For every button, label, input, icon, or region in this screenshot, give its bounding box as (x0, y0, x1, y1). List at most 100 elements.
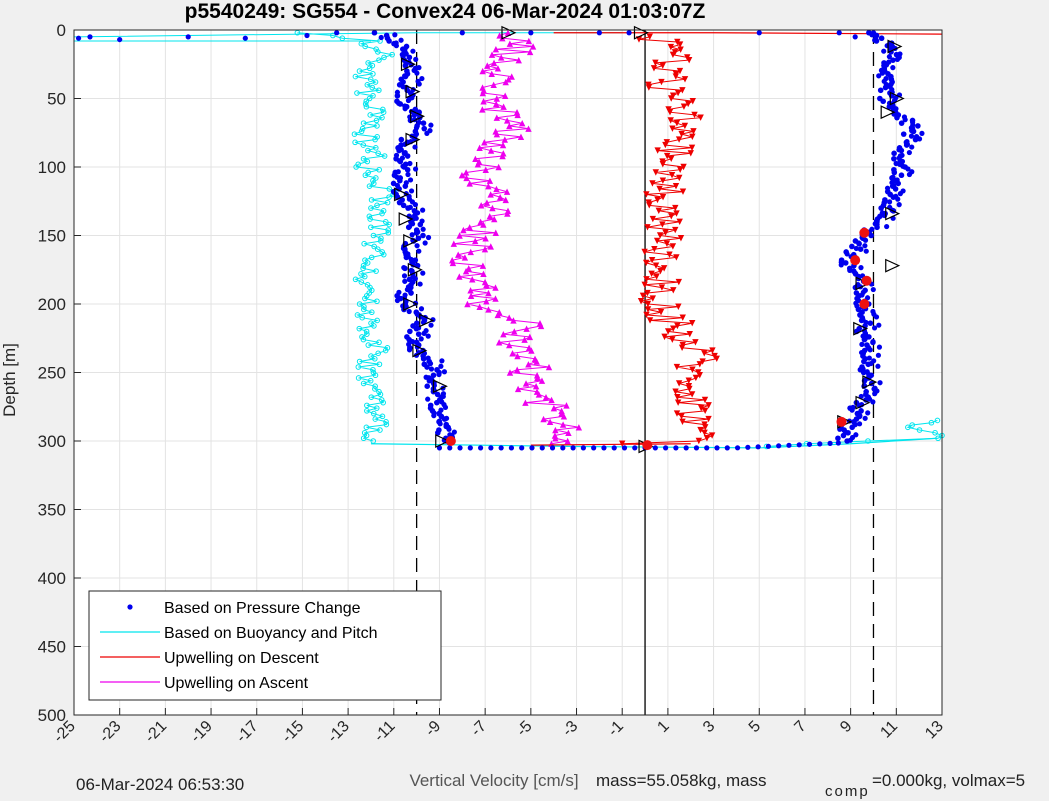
ascent-marker (523, 325, 530, 332)
buoyancy-point (363, 424, 370, 431)
pressure-point (423, 374, 429, 380)
ascent-marker (467, 287, 474, 294)
descent-marker (675, 380, 683, 387)
ascent-marker (481, 278, 489, 286)
descent-marker (644, 289, 651, 297)
descent-marker (701, 396, 709, 404)
buoyancy-point (360, 265, 366, 272)
buoyancy-point (932, 429, 938, 436)
descent-marker (648, 256, 656, 264)
ascent-marker (462, 169, 470, 176)
pressure-point (392, 32, 398, 38)
descent-marker (649, 295, 657, 302)
pressure-point (404, 286, 410, 293)
buoyancy-point (368, 309, 375, 316)
descent-marker (676, 218, 683, 225)
buoyancy-point (865, 438, 871, 444)
ascent-marker (515, 56, 522, 64)
buoyancy-point (360, 435, 367, 442)
ascent-marker (514, 385, 522, 393)
pressure-point (438, 407, 444, 413)
pressure-point (539, 445, 545, 451)
ascent-marker (492, 128, 499, 135)
ascent-marker (542, 393, 550, 401)
x-tick-label: -17 (233, 718, 261, 746)
pressure-point (402, 149, 408, 156)
buoyancy-point (934, 417, 941, 424)
descent-marker (676, 67, 684, 75)
pressure-point (435, 429, 441, 436)
buoyancy-point (375, 350, 381, 357)
ascent-marker (510, 317, 517, 324)
descent-marker (649, 180, 656, 187)
pressure-point (873, 218, 879, 224)
pressure-point (560, 445, 566, 451)
buoyancy-point (367, 112, 374, 118)
black-triangle-marker (435, 434, 451, 448)
ascent-marker (485, 306, 492, 313)
series-upwelling-on-ascent (449, 29, 583, 447)
buoyancy-point (362, 172, 369, 179)
descent-marker (667, 117, 674, 124)
pressure-point (869, 226, 875, 232)
buoyancy-point (354, 90, 360, 96)
ascent-marker (500, 103, 507, 110)
pressure-point (870, 308, 876, 315)
descent-marker (673, 210, 680, 217)
pressure-point (859, 341, 865, 347)
descent-marker (701, 350, 708, 357)
buoyancy-point (374, 123, 380, 129)
pressure-point (427, 360, 434, 367)
ascent-marker (504, 207, 512, 215)
descent-marker (652, 262, 660, 269)
ascent-marker (490, 81, 497, 88)
pressure-point (875, 352, 882, 358)
pressure-point (425, 234, 432, 241)
descent-marker (672, 226, 679, 234)
ascent-marker (461, 254, 469, 261)
pressure-point (745, 444, 751, 450)
pressure-point (580, 445, 586, 451)
descent-marker (713, 355, 720, 362)
pressure-point (863, 248, 869, 254)
descent-marker (705, 402, 712, 409)
black-triangle-marker (400, 57, 416, 72)
pressure-point (888, 81, 894, 87)
pressure-point (889, 180, 895, 186)
buoyancy-point (373, 268, 379, 274)
pressure-point (891, 166, 897, 173)
ascent-marker (480, 98, 487, 105)
comp-text: =0.000kg, volmax=5 (872, 771, 1026, 790)
ascent-marker (489, 204, 496, 212)
pressure-point (412, 276, 418, 282)
pressure-point (446, 426, 452, 432)
pressure-point (909, 144, 915, 150)
ascent-marker (536, 319, 544, 327)
pressure-point (786, 442, 792, 448)
legend-entry: Upwelling on Ascent (100, 675, 309, 692)
pressure-point (434, 399, 440, 406)
red-dot-markers (445, 227, 872, 451)
pressure-point (411, 112, 418, 118)
descent-marker (685, 56, 693, 64)
buoyancy-point (355, 375, 362, 381)
upwelling-surface-line (553, 32, 943, 35)
pressure-point (714, 445, 720, 451)
buoyancy-point (361, 303, 367, 310)
pressure-point (424, 364, 430, 370)
descent-marker (672, 182, 680, 190)
buoyancy-point (370, 232, 377, 239)
legend-label: Based on Buoyancy and Pitch (164, 625, 377, 642)
descent-marker (679, 418, 686, 426)
buoyancy-point (363, 432, 370, 439)
mass-text: mass=55.058kg, mass (596, 771, 767, 790)
pressure-point (442, 404, 449, 410)
buoyancy-point (368, 394, 375, 400)
pressure-point (402, 106, 408, 112)
ascent-marker (484, 62, 491, 69)
ascent-marker (472, 155, 479, 162)
buoyancy-point (362, 43, 368, 50)
x-tick-label: -15 (279, 718, 307, 746)
black-triangle-marker (405, 84, 421, 99)
descent-marker (654, 196, 661, 204)
